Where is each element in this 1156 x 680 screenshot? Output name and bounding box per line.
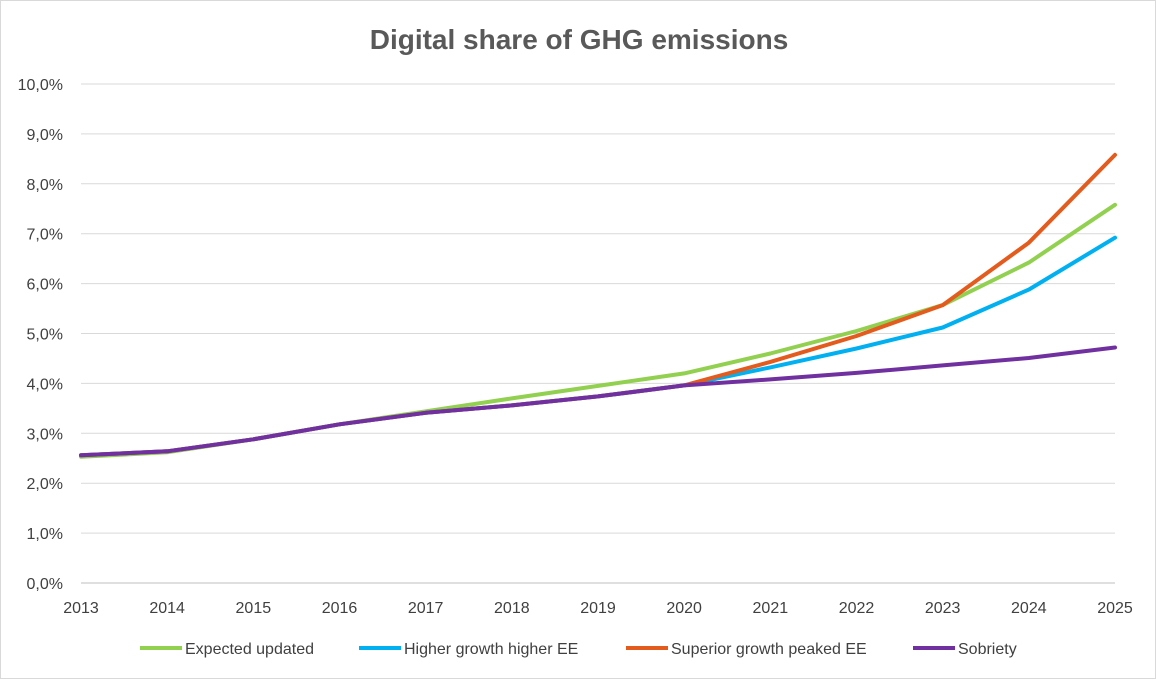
x-tick-label: 2025 (1097, 600, 1133, 617)
x-tick-label: 2019 (580, 600, 616, 617)
x-tick-label: 2022 (839, 600, 875, 617)
legend-label: Higher growth higher EE (404, 641, 578, 658)
y-tick-label: 2,0% (27, 476, 63, 493)
chart-title: Digital share of GHG emissions (370, 24, 789, 55)
axes: 0,0% 1,0% 2,0% 3,0% 4,0% 5,0% 6,0% 7,0% 8,0% 9,0%… (18, 77, 1133, 617)
series-line-expected-updated (79, 202, 1117, 459)
x-tick-label: 2013 (63, 600, 99, 617)
series-line-sobriety (79, 345, 1117, 458)
y-tick-label: 8,0% (27, 177, 63, 194)
legend: Expected updated Higher growth higher EE S… (140, 641, 1017, 658)
y-tick-label: 7,0% (27, 227, 63, 244)
x-tick-label: 2015 (236, 600, 272, 617)
legend-label: Sobriety (958, 641, 1017, 658)
y-tick-label: 10,0% (18, 77, 63, 94)
x-tick-label: 2016 (322, 600, 358, 617)
y-tick-label: 0,0% (27, 576, 63, 593)
y-tick-label: 3,0% (27, 426, 63, 443)
series-line-higher-growth-higher-ee (79, 235, 1117, 458)
x-tick-label: 2017 (408, 600, 444, 617)
legend-label: Superior growth peaked EE (671, 641, 867, 658)
series-line-superior-growth-peaked-ee (79, 152, 1117, 458)
series-lines (79, 152, 1117, 459)
x-tick-label: 2018 (494, 600, 530, 617)
legend-item: Higher growth higher EE (359, 641, 578, 658)
x-tick-label: 2021 (753, 600, 789, 617)
y-tick-label: 6,0% (27, 277, 63, 294)
x-tick-label: 2014 (149, 600, 185, 617)
y-tick-label: 1,0% (27, 526, 63, 543)
x-tick-label: 2024 (1011, 600, 1047, 617)
legend-item: Superior growth peaked EE (626, 641, 867, 658)
legend-label: Expected updated (185, 641, 314, 658)
legend-item: Sobriety (913, 641, 1017, 658)
gridlines (81, 83, 1115, 534)
y-tick-label: 4,0% (27, 376, 63, 393)
y-tick-label: 5,0% (27, 327, 63, 344)
legend-item: Expected updated (140, 641, 314, 658)
y-tick-label: 9,0% (27, 127, 63, 144)
x-tick-label: 2023 (925, 600, 961, 617)
x-tick-label: 2020 (666, 600, 702, 617)
